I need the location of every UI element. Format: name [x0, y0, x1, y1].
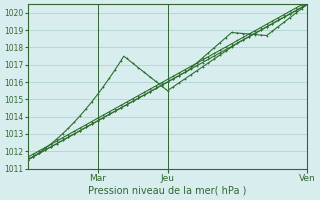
- X-axis label: Pression niveau de la mer( hPa ): Pression niveau de la mer( hPa ): [88, 186, 247, 196]
